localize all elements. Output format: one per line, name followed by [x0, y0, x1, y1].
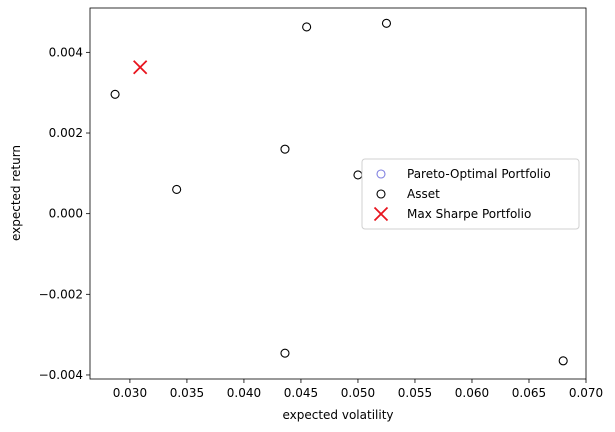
legend-entry: Asset — [407, 187, 440, 201]
x-tick-label: 0.055 — [398, 386, 432, 400]
asset-point — [110, 89, 120, 99]
x-tick-label: 0.070 — [569, 386, 603, 400]
y-axis: −0.004 −0.002 0.000 0.002 0.004 — [39, 45, 90, 382]
legend-entry: Max Sharpe Portfolio — [407, 207, 531, 221]
max-sharpe-marker — [133, 60, 148, 75]
legend-box — [361, 158, 580, 230]
legend-marker — [376, 169, 386, 179]
legend: Pareto-Optimal Portfolio Asset Max Sharpe … — [361, 158, 580, 230]
legend-marker — [373, 206, 389, 222]
y-axis-label: expected return — [9, 145, 23, 241]
x-tick-label: 0.065 — [512, 386, 546, 400]
y-tick-label: −0.002 — [39, 287, 83, 301]
y-tick-label: 0.004 — [49, 45, 83, 59]
x-tick-label: 0.040 — [227, 386, 261, 400]
y-tick-label: −0.004 — [39, 368, 83, 382]
legend-marker — [376, 189, 386, 199]
x-tick-label: 0.030 — [113, 386, 147, 400]
x-tick-label: 0.050 — [341, 386, 375, 400]
y-tick-label: 0.002 — [49, 126, 83, 140]
asset-point — [280, 348, 290, 358]
asset-point — [280, 144, 290, 154]
legend-entry: Pareto-Optimal Portfolio — [407, 167, 551, 181]
x-tick-label: 0.035 — [170, 386, 204, 400]
asset-point — [381, 18, 392, 28]
x-axis: 0.030 0.035 0.040 0.045 0.050 0.055 0.060 0.065… — [113, 379, 603, 400]
x-axis-label: expected volatility — [282, 408, 393, 422]
asset-point — [558, 356, 568, 366]
asset-point — [302, 22, 312, 32]
data-points — [110, 18, 568, 366]
y-tick-label: 0.000 — [49, 207, 83, 221]
asset-point — [172, 184, 182, 195]
x-tick-label: 0.060 — [455, 386, 489, 400]
x-tick-label: 0.045 — [284, 386, 318, 400]
